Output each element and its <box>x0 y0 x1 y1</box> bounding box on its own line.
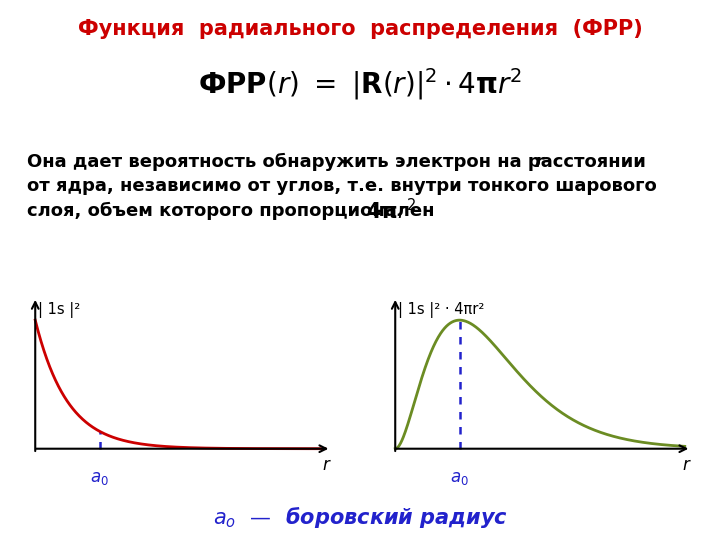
Text: $a_0$: $a_0$ <box>90 469 109 487</box>
Text: r: r <box>683 456 690 475</box>
Text: $\mathbf{4\pi}r^2$: $\mathbf{4\pi}r^2$ <box>366 198 416 223</box>
Text: слоя, объем которого пропорционален: слоя, объем которого пропорционален <box>27 201 447 220</box>
Text: | 1s |² · 4πr²: | 1s |² · 4πr² <box>398 301 485 318</box>
Text: | 1s |²: | 1s |² <box>38 301 81 318</box>
Text: $\bfit{r}$: $\bfit{r}$ <box>534 153 546 171</box>
Text: $a_0$: $a_0$ <box>450 469 469 487</box>
Text: от ядра, независимо от углов, т.е. внутри тонкого шарового: от ядра, независимо от углов, т.е. внутр… <box>27 177 657 195</box>
Text: $\mathbf{ФРР}(r)\ =\ |\mathbf{R}(r)|^2 \cdot 4\mathbf{\pi}r^2$: $\mathbf{ФРР}(r)\ =\ |\mathbf{R}(r)|^2 \… <box>198 66 522 102</box>
Text: r: r <box>323 456 330 475</box>
Text: $a_o$  —  боровский радиус: $a_o$ — боровский радиус <box>212 505 508 530</box>
Text: Функция  радиального  распределения  (ФРР): Функция радиального распределения (ФРР) <box>78 19 642 39</box>
Text: Она дает вероятность обнаружить электрон на расстоянии: Она дает вероятность обнаружить электрон… <box>27 153 659 171</box>
